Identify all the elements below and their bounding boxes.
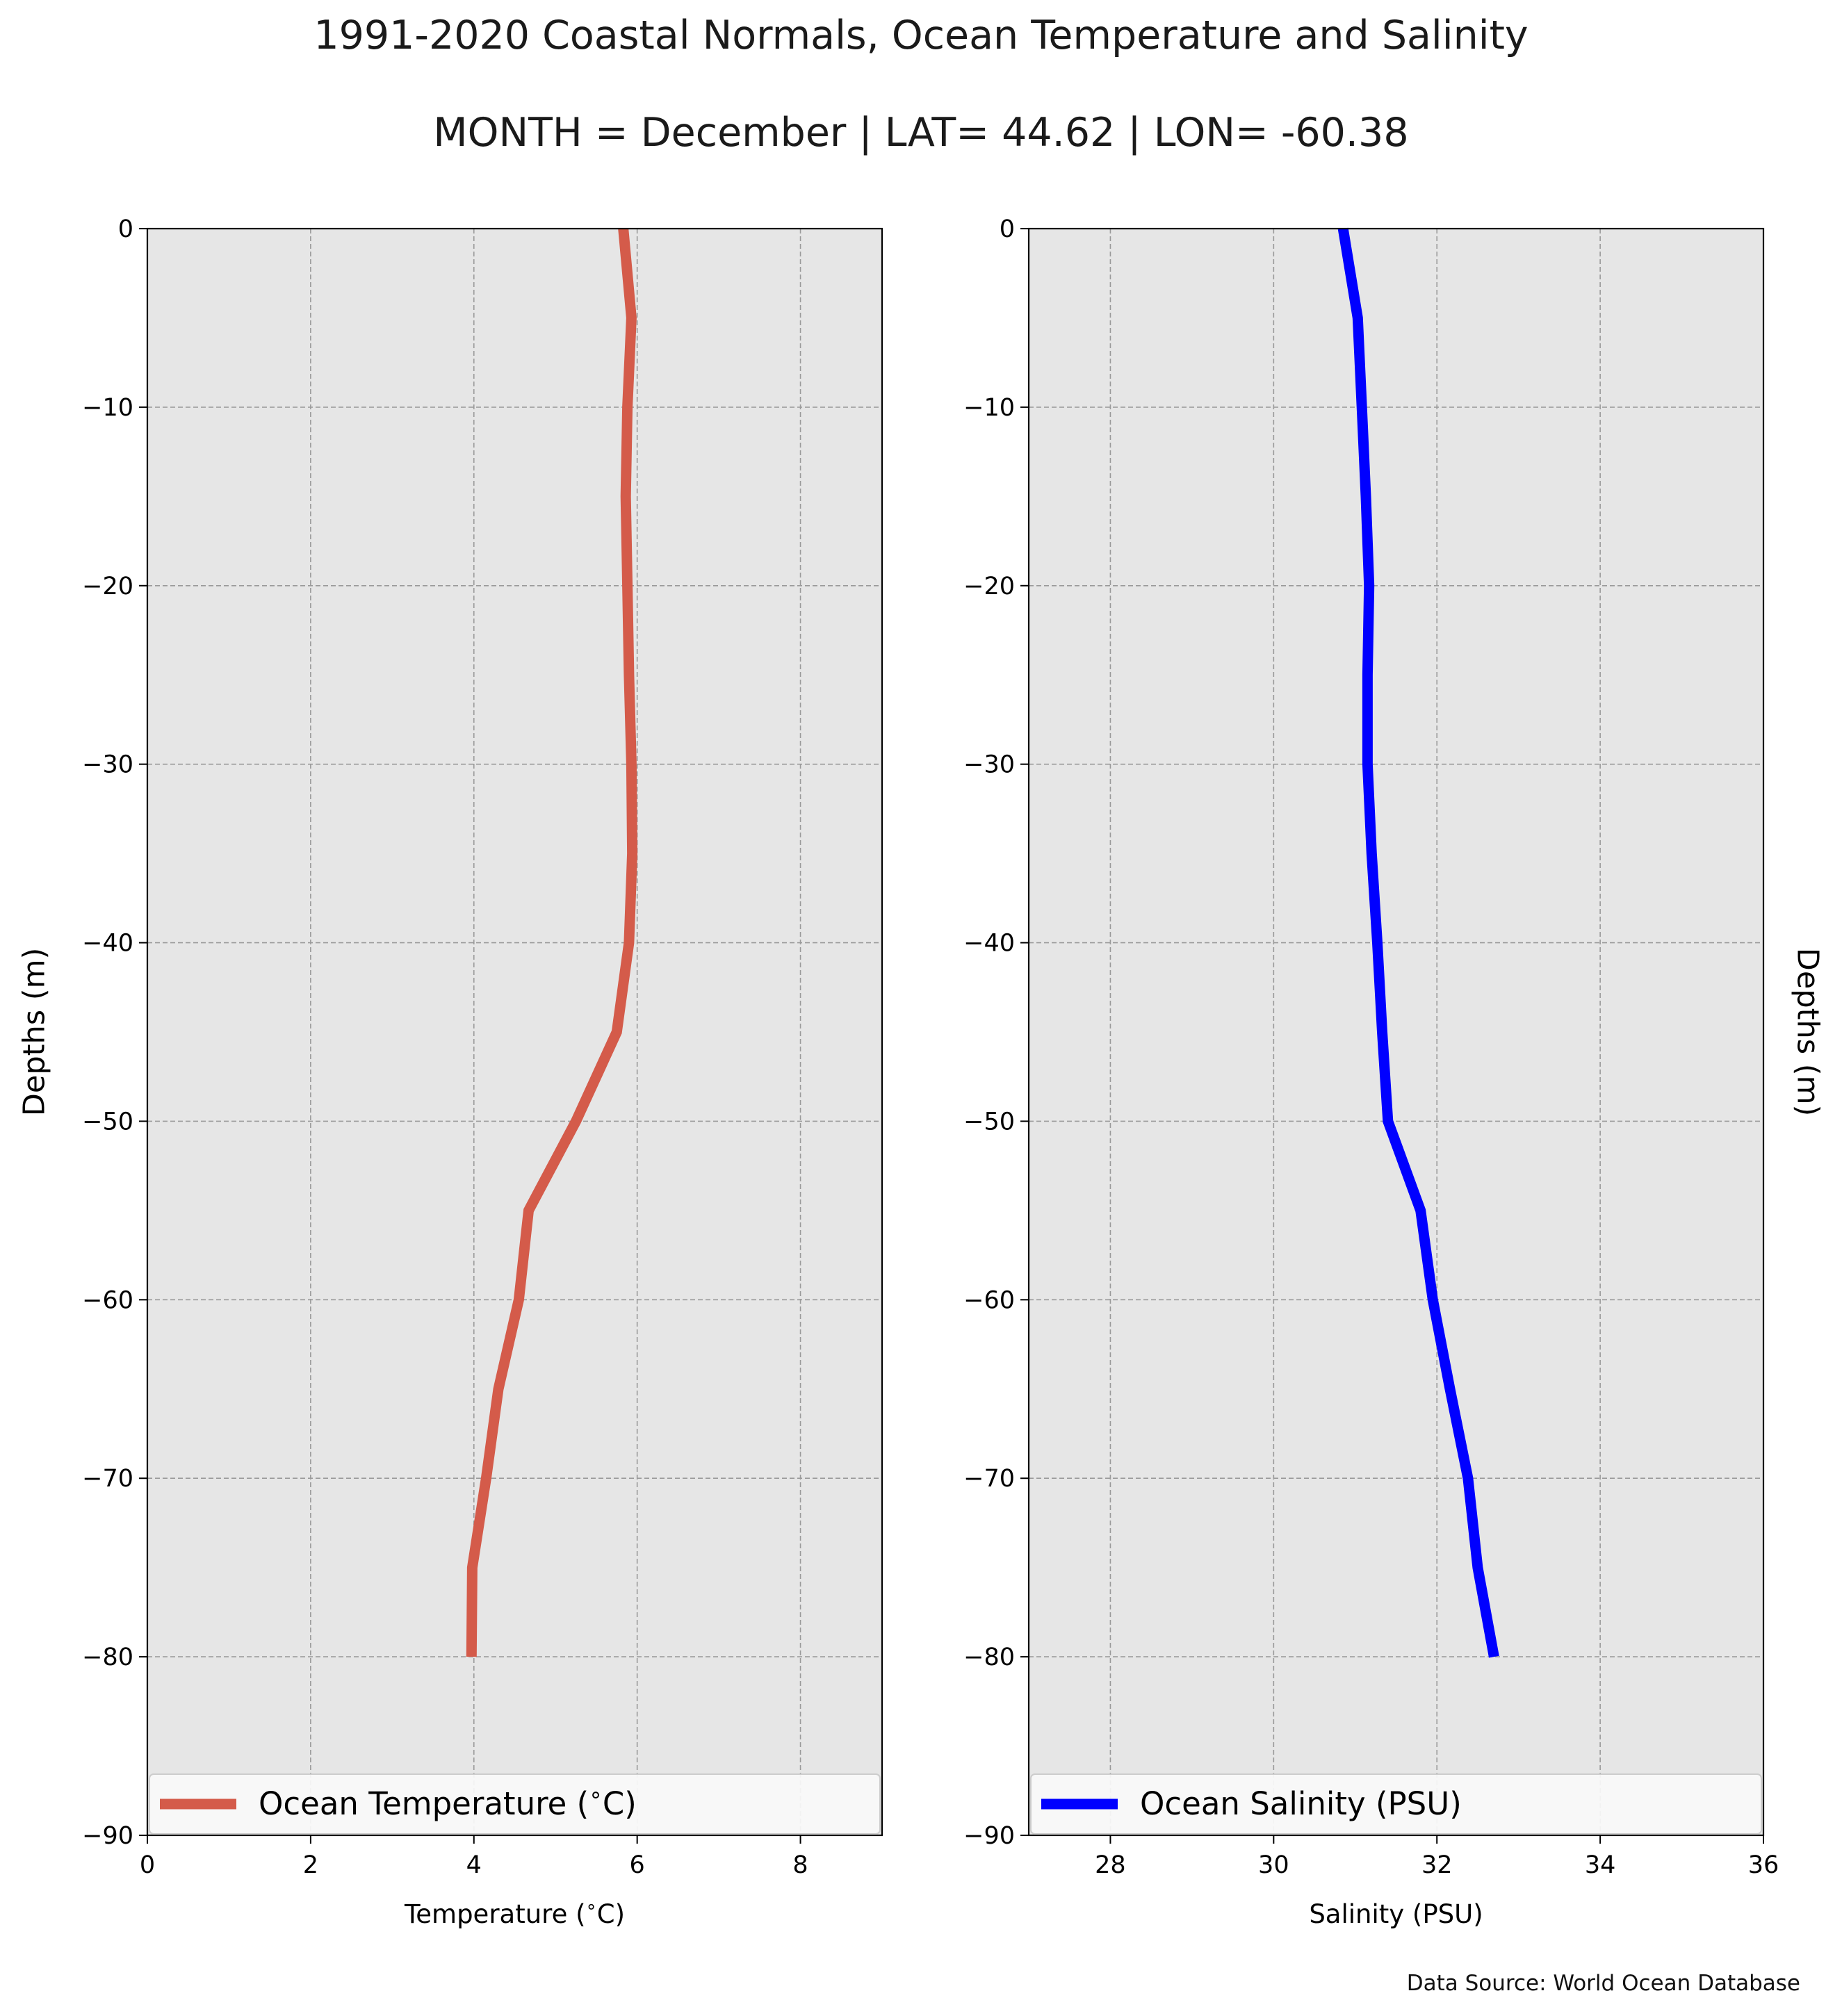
- y-tick-label: −70: [82, 1465, 133, 1493]
- series-line-2-1: [1337, 227, 1499, 1658]
- y-tick-label: −60: [82, 1286, 133, 1314]
- y-tick-label: −10: [963, 394, 1015, 422]
- plot-area: [1029, 229, 1763, 1835]
- axes-frame: [1027, 227, 1765, 1837]
- y-axis-label: Depths (m): [17, 948, 52, 1116]
- x-axis-label: Salinity (PSU): [1309, 1899, 1483, 1929]
- x-tick-label: 28: [1095, 1851, 1126, 1879]
- y-tick-label: −40: [963, 930, 1015, 958]
- legend-label: Ocean Temperature (∘C): [259, 1783, 637, 1822]
- x-tick-label: 4: [466, 1851, 482, 1879]
- y-tick-label: 0: [1000, 215, 1015, 243]
- y-tick-label: −30: [963, 751, 1015, 779]
- legend-box: [149, 1773, 881, 1835]
- y-tick-label: −40: [82, 930, 133, 958]
- chart-title: 1991-2020 Coastal Normals, Ocean Tempera…: [313, 13, 1529, 58]
- y-tick-label: −90: [82, 1822, 133, 1850]
- x-tick-label: 32: [1421, 1851, 1453, 1879]
- y-tick-label: −30: [82, 751, 133, 779]
- x-axis-label: Temperature (∘C): [404, 1896, 625, 1929]
- y-tick-label: −80: [963, 1644, 1015, 1671]
- axes-frame: [146, 227, 883, 1837]
- data-source-note: Data Source: World Ocean Database: [1406, 1971, 1800, 1996]
- x-tick-label: 36: [1748, 1851, 1779, 1879]
- x-tick-label: 8: [792, 1851, 808, 1879]
- x-tick-label: 0: [140, 1851, 155, 1879]
- x-tick-label: 6: [630, 1851, 645, 1879]
- y-tick-label: −50: [963, 1108, 1015, 1136]
- legend-label: Ocean Salinity (PSU): [1140, 1785, 1462, 1822]
- y-tick-label: −70: [963, 1465, 1015, 1493]
- y-tick-label: −20: [963, 573, 1015, 600]
- chart-panel-2: 28 30 32 34 36 0 −10 −20 −30 −40 −50 −60 −70 −80 −90 Sa…: [963, 215, 1825, 1929]
- y-tick-label: −90: [963, 1822, 1015, 1850]
- x-tick-label: 34: [1585, 1851, 1616, 1879]
- x-tick-label: 2: [303, 1851, 318, 1879]
- y-tick-label: −60: [963, 1286, 1015, 1314]
- y-tick-label: −80: [82, 1644, 133, 1671]
- series-line-1-1: [466, 228, 638, 1657]
- x-tick-label: 30: [1258, 1851, 1289, 1879]
- y-axis-label: Depths (m): [1791, 948, 1825, 1116]
- y-tick-label: 0: [118, 215, 133, 243]
- chart-panel-1: 0 2 4 6 8 0 −10 −20 −30 −40 −50 −60 −70 −80 −90 Tempera…: [17, 215, 883, 1929]
- chart-subtitle: MONTH = December | LAT= 44.62 | LON= -60…: [433, 110, 1409, 156]
- legend-box: [1030, 1773, 1762, 1835]
- y-tick-label: −50: [82, 1108, 133, 1136]
- y-tick-label: −20: [82, 573, 133, 600]
- plot-area: [147, 229, 882, 1835]
- y-tick-label: −10: [82, 394, 133, 422]
